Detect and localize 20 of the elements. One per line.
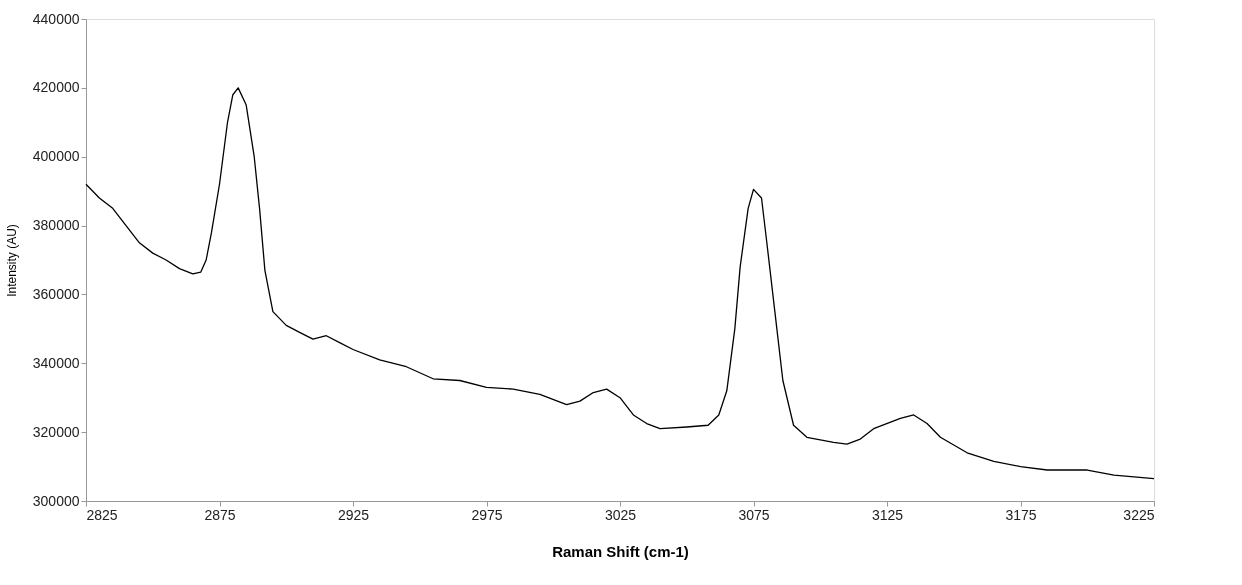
x-tick-label: 2975	[471, 506, 503, 523]
y-tick-label: 400000	[32, 148, 80, 165]
x-axis-title: Raman Shift (cm-1)	[552, 542, 689, 560]
x-tick-label: 3175	[1005, 506, 1037, 523]
x-tick-label: 2875	[204, 506, 236, 523]
x-tick-label: 3025	[604, 506, 637, 523]
y-tick-label: 380000	[32, 217, 80, 234]
x-tick-label: 3225	[1123, 506, 1155, 523]
y-axis-title: Intensity (AU)	[4, 224, 19, 297]
y-tick-label: 340000	[32, 354, 80, 371]
x-tick-label: 3075	[738, 506, 770, 523]
y-tick-label: 300000	[32, 492, 80, 509]
x-tick-label: 2925	[337, 506, 370, 523]
line-series	[85, 87, 1155, 480]
y-tick-label: 320000	[32, 423, 80, 440]
y-tick-label: 440000	[32, 10, 80, 27]
y-tick-label: 420000	[32, 79, 80, 96]
x-tick-label: 3125	[871, 506, 904, 523]
x-tick-label: 2825	[86, 506, 118, 523]
y-tick-label: 360000	[32, 285, 80, 302]
